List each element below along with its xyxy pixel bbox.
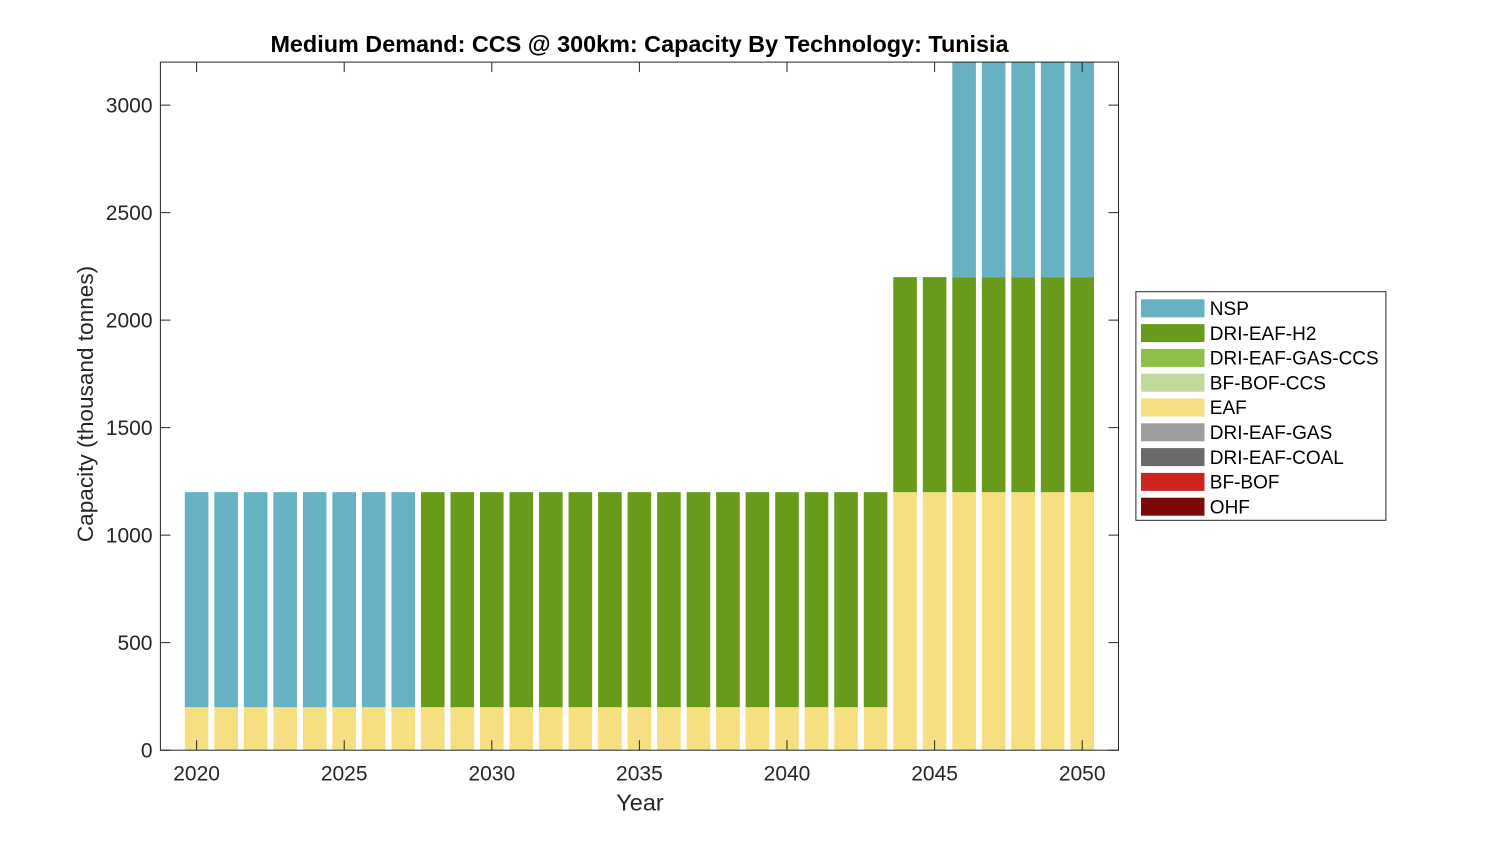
svg-text:2050: 2050 — [1059, 763, 1106, 786]
svg-text:DRI-EAF-GAS-CCS: DRI-EAF-GAS-CCS — [1210, 349, 1379, 370]
svg-text:1500: 1500 — [106, 417, 153, 440]
svg-text:BF-BOF-CCS: BF-BOF-CCS — [1210, 373, 1326, 394]
svg-text:3000: 3000 — [106, 95, 153, 118]
svg-text:1000: 1000 — [106, 525, 153, 548]
svg-text:2020: 2020 — [173, 763, 220, 786]
svg-text:2500: 2500 — [106, 202, 153, 225]
svg-text:Year: Year — [616, 789, 664, 815]
svg-text:2030: 2030 — [468, 763, 515, 786]
svg-text:2000: 2000 — [106, 310, 153, 333]
svg-text:DRI-EAF-H2: DRI-EAF-H2 — [1210, 324, 1317, 345]
svg-text:OHF: OHF — [1210, 497, 1250, 518]
svg-text:0: 0 — [141, 740, 153, 763]
svg-text:NSP: NSP — [1210, 299, 1249, 320]
svg-text:2045: 2045 — [911, 763, 958, 786]
svg-text:BF-BOF: BF-BOF — [1210, 473, 1280, 494]
svg-text:2040: 2040 — [764, 763, 811, 786]
svg-text:Medium Demand: CCS @ 300km: Ca: Medium Demand: CCS @ 300km: Capacity By … — [270, 31, 1009, 57]
svg-text:500: 500 — [117, 632, 152, 655]
svg-text:EAF: EAF — [1210, 398, 1247, 419]
svg-text:Capacity (thousand tonnes): Capacity (thousand tonnes) — [73, 266, 98, 542]
svg-text:DRI-EAF-COAL: DRI-EAF-COAL — [1210, 448, 1344, 469]
svg-text:DRI-EAF-GAS: DRI-EAF-GAS — [1210, 423, 1332, 444]
svg-text:2035: 2035 — [616, 763, 663, 786]
svg-text:2025: 2025 — [321, 763, 368, 786]
